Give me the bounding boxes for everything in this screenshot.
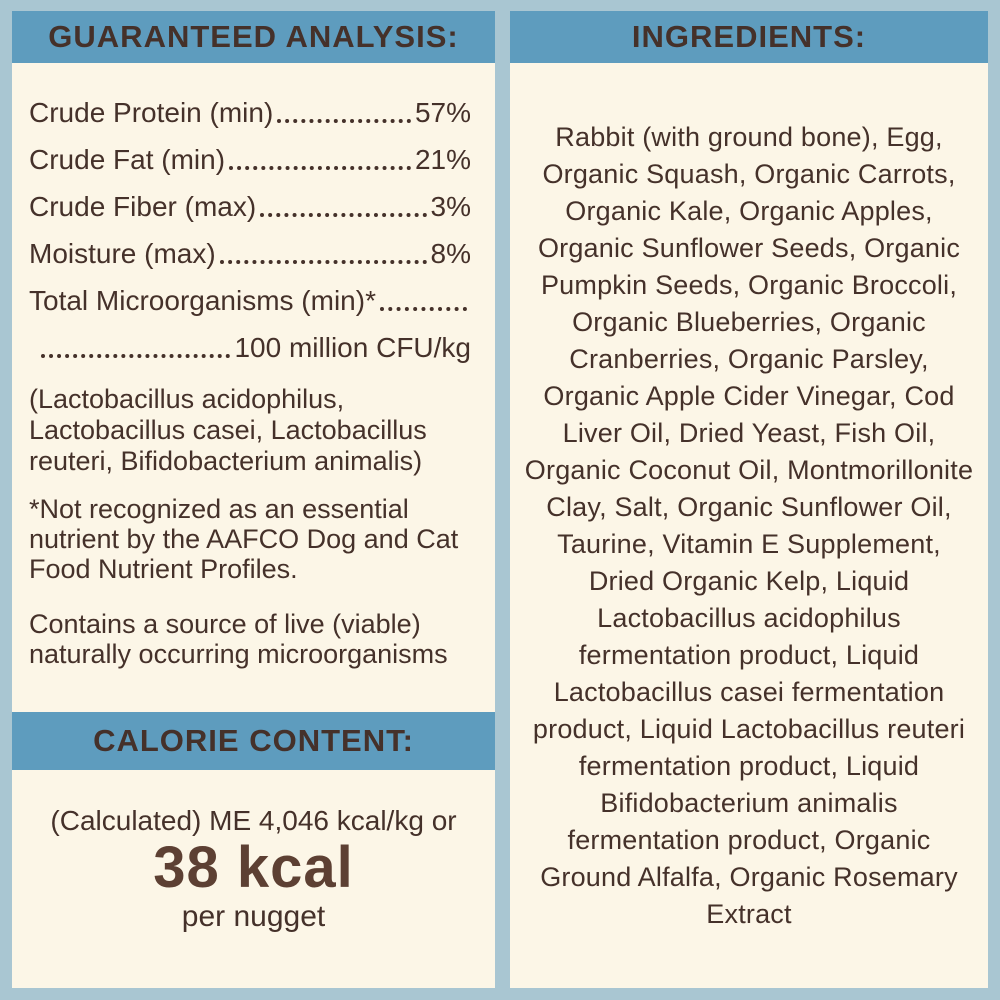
- analysis-value: 100 million CFU/kg: [234, 332, 471, 363]
- analysis-row-moisture: Moisture (max) 8%: [29, 230, 471, 277]
- calorie-calculated-line: (Calculated) ME 4,046 kcal/kg or: [50, 805, 457, 836]
- calorie-content-panel: (Calculated) ME 4,046 kcal/kg or 38 kcal…: [12, 770, 495, 988]
- analysis-label: Crude Fiber (max): [29, 191, 257, 222]
- analysis-value: 8%: [430, 238, 471, 269]
- microorganism-species-note: (Lactobacillus acidophilus, Lactobacillu…: [29, 384, 427, 476]
- guaranteed-analysis-header-bar: GUARANTEED ANALYSIS:: [12, 11, 495, 63]
- dot-leader: [41, 354, 231, 358]
- analysis-label: Moisture (max): [29, 238, 216, 269]
- calorie-content-title: CALORIE CONTENT:: [93, 723, 414, 758]
- analysis-row-crude-fat: Crude Fat (min) 21%: [29, 136, 471, 183]
- aafco-disclaimer-note: *Not recognized as an essential nutrient…: [29, 494, 459, 584]
- ingredients-panel: Rabbit (with ground bone), Egg, Organic …: [510, 63, 988, 988]
- dot-leader: [229, 166, 411, 170]
- live-microorganisms-note: Contains a source of live (viable) natur…: [29, 609, 448, 669]
- dot-leader: [219, 260, 427, 264]
- dot-leader: [260, 213, 427, 217]
- calorie-value: 38 kcal: [153, 835, 354, 900]
- analysis-value: 57%: [414, 97, 471, 128]
- guaranteed-analysis-panel: Crude Protein (min) 57% Crude Fat (min) …: [12, 63, 495, 712]
- guaranteed-analysis-title: GUARANTEED ANALYSIS:: [48, 19, 459, 54]
- analysis-value: 3%: [430, 191, 471, 222]
- dot-leader: [277, 119, 411, 123]
- ingredients-list-text: Rabbit (with ground bone), Egg, Organic …: [524, 121, 974, 929]
- analysis-row-microorganisms-value: 100 million CFU/kg: [29, 324, 471, 371]
- analysis-label: Crude Fat (min): [29, 144, 226, 175]
- analysis-value: 21%: [414, 144, 471, 175]
- ingredients-section: INGREDIENTS: Rabbit (with ground bone), …: [510, 11, 988, 988]
- analysis-row-microorganisms: Total Microorganisms (min)*: [29, 277, 471, 324]
- calorie-unit: per nugget: [181, 900, 326, 933]
- analysis-label: Total Microorganisms (min)*: [29, 285, 376, 316]
- analysis-row-crude-fiber: Crude Fiber (max) 3%: [29, 183, 471, 230]
- calorie-content-header-bar: CALORIE CONTENT:: [12, 712, 495, 770]
- ingredients-title: INGREDIENTS:: [631, 19, 867, 54]
- analysis-label: Crude Protein (min): [29, 97, 274, 128]
- ingredients-header-bar: INGREDIENTS:: [510, 11, 988, 63]
- analysis-row-crude-protein: Crude Protein (min) 57%: [29, 89, 471, 136]
- guaranteed-analysis-section: GUARANTEED ANALYSIS: Crude Protein (min)…: [12, 11, 495, 988]
- dot-leader: [379, 307, 467, 311]
